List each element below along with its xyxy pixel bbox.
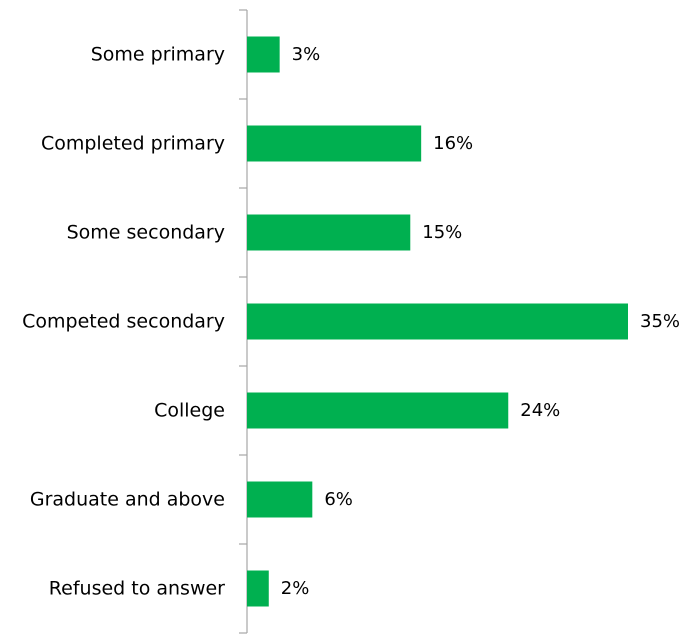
bar: [247, 214, 411, 251]
data-label: 2%: [281, 578, 310, 599]
value-labels: 3% 16% 15% 35% 24% 6% 2%: [281, 44, 680, 599]
data-label: 3%: [292, 44, 321, 65]
category-label: Competed secondary: [22, 311, 225, 333]
bar: [247, 570, 269, 607]
data-label: 6%: [324, 489, 353, 510]
data-label: 35%: [640, 311, 680, 332]
category-label: Completed primary: [41, 133, 225, 155]
category-label: Refused to answer: [49, 578, 225, 600]
data-label: 24%: [520, 400, 560, 421]
category-label: College: [154, 400, 225, 422]
category-labels: Some primary Completed primary Some second…: [22, 44, 225, 600]
bars-group: [247, 36, 628, 607]
category-label: Some secondary: [67, 222, 225, 244]
axis-ticks: [239, 9, 247, 634]
bar: [247, 392, 509, 429]
bar: [247, 303, 628, 340]
bar: [247, 125, 422, 162]
bar: [247, 36, 280, 73]
bar: [247, 481, 313, 518]
data-label: 16%: [433, 133, 473, 154]
category-label: Some primary: [91, 44, 225, 66]
data-label: 15%: [422, 222, 462, 243]
category-label: Graduate and above: [30, 489, 225, 511]
